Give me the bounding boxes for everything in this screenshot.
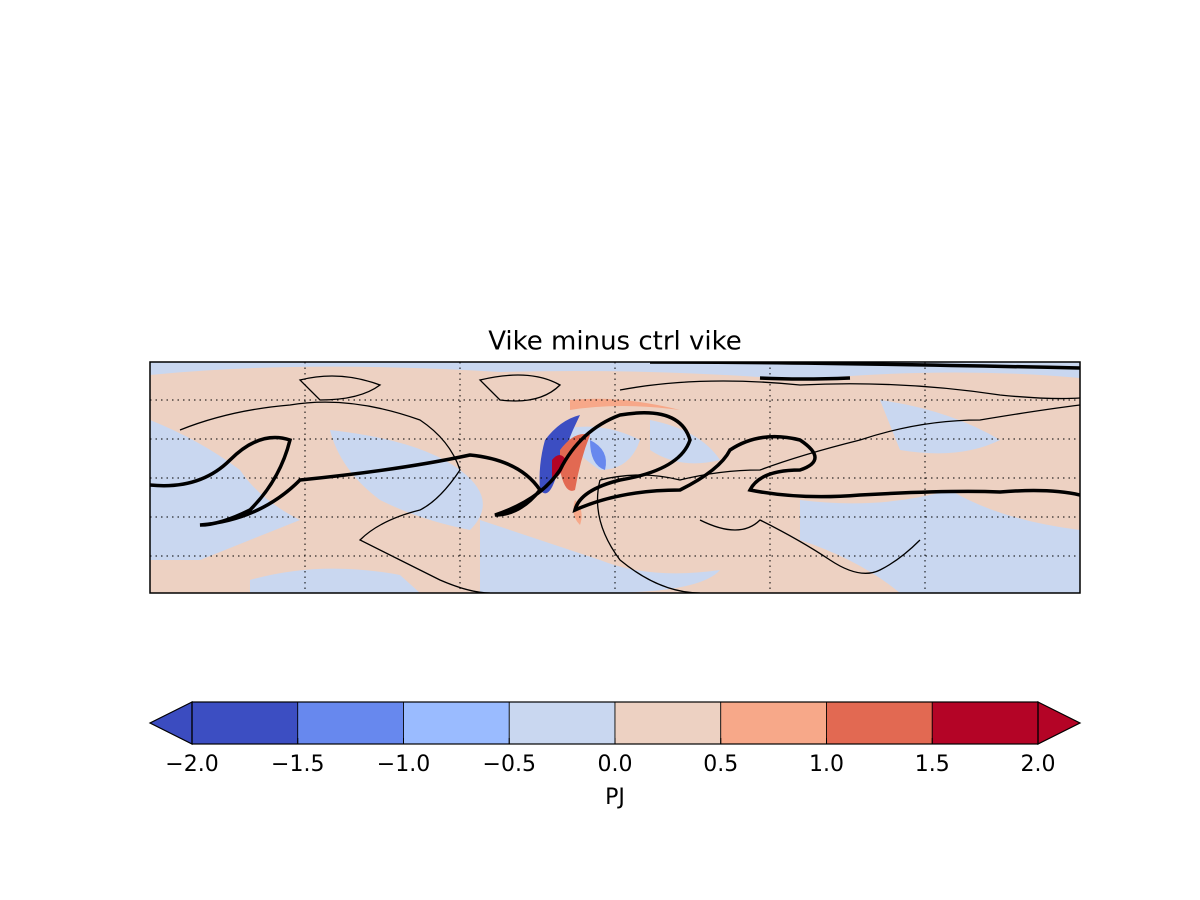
colorbar-extend-min <box>148 701 193 745</box>
colorbar-tick-label: 1.5 <box>915 752 950 777</box>
map-title: Vike minus ctrl vike <box>488 327 742 357</box>
colorbar-tick-label: 1.0 <box>809 752 844 777</box>
colorbar-segment <box>931 701 1039 745</box>
colorbar-tick-label: −1.5 <box>271 752 324 777</box>
colorbar-tick-label: 0.0 <box>598 752 633 777</box>
colorbar-extend-max <box>1037 701 1082 745</box>
colorbar-tick-label: −0.5 <box>483 752 536 777</box>
colorbar-segment <box>403 701 510 745</box>
colorbar-segment <box>614 701 722 745</box>
colorbar-tick-label: 2.0 <box>1021 752 1056 777</box>
colorbar-tick-label: 0.5 <box>703 752 738 777</box>
colorbar-segment <box>826 701 933 745</box>
map <box>149 361 1081 594</box>
map-frame <box>149 361 1081 594</box>
field-anomaly <box>539 398 680 525</box>
colorbar-segment <box>508 701 616 745</box>
colorbar-tick-label: −1.0 <box>377 752 430 777</box>
graticule <box>150 362 1080 593</box>
colorbar: −2.0 −1.5 −1.0 −0.5 0.0 0.5 1.0 1.5 2.0 <box>148 701 1082 777</box>
colorbar-segment <box>720 701 827 745</box>
coastlines <box>179 374 1080 593</box>
colorbar-label: PJ <box>605 785 625 810</box>
field-negative <box>150 362 1080 593</box>
colorbar-segment <box>297 701 404 745</box>
colorbar-tick-label: −2.0 <box>165 752 218 777</box>
colorbar-segment <box>191 701 299 745</box>
